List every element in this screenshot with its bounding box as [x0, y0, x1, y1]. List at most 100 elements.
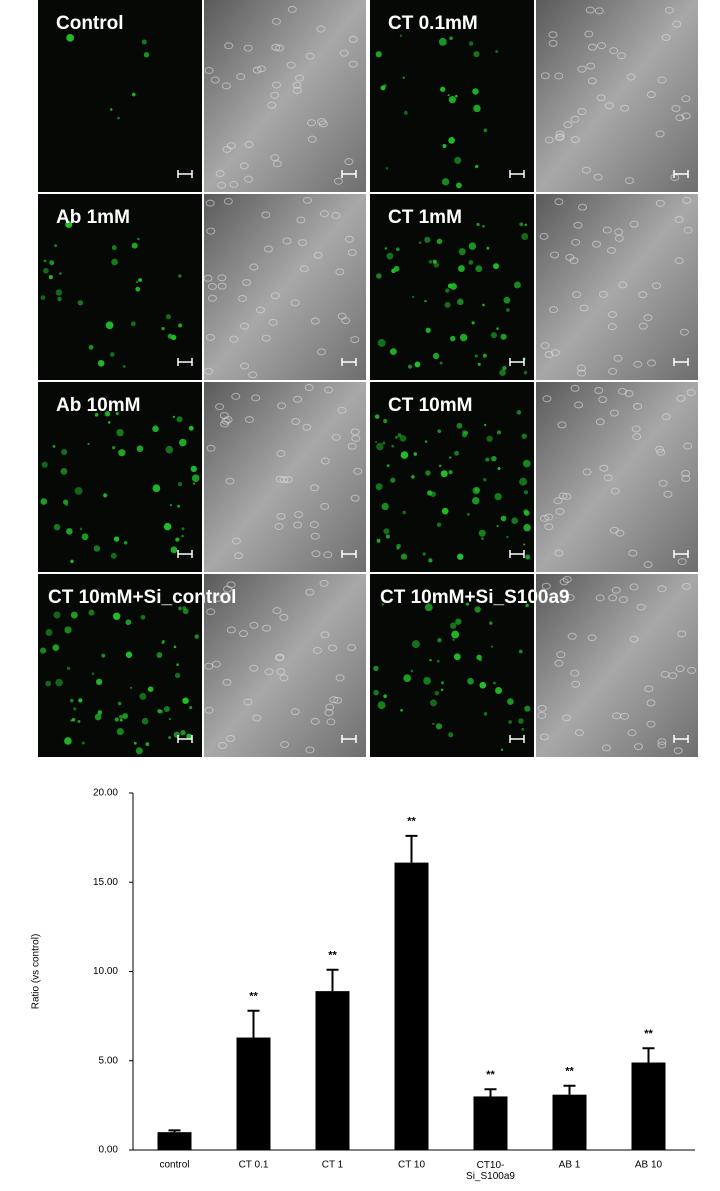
dic-cell: [313, 646, 323, 654]
cell-signal: [483, 712, 488, 716]
dic-cell: [348, 35, 358, 43]
bar: [631, 1062, 666, 1150]
cell-signal: [521, 233, 529, 241]
dic-cell: [585, 6, 595, 14]
dic-cell: [276, 668, 286, 676]
cell-signal: [173, 645, 177, 649]
cell-signal: [165, 314, 172, 320]
cell-signal: [508, 720, 512, 724]
significance: **: [328, 950, 337, 962]
fluorescence-image: [38, 382, 202, 572]
dic-cell: [593, 173, 603, 181]
dic-cell: [271, 43, 281, 51]
error-bar: [247, 1009, 260, 1038]
cell-signal: [453, 653, 461, 661]
dic-cell: [657, 76, 667, 84]
cell-signal: [495, 686, 503, 695]
dic-cell: [658, 479, 668, 487]
cell-signal: [177, 482, 183, 487]
cell-signal: [491, 645, 494, 648]
dic-cell: [299, 265, 309, 273]
dic-cell: [577, 65, 587, 73]
dic-cell: [347, 644, 357, 652]
cell-signal: [423, 676, 431, 685]
dic-cell: [229, 180, 239, 188]
cell-signal: [440, 86, 446, 92]
dic-cell: [550, 251, 560, 259]
dic-cell: [629, 583, 639, 591]
cell-signal: [87, 442, 90, 445]
dic-cell: [252, 66, 262, 74]
cell-signal: [40, 295, 46, 300]
dic-cell: [559, 578, 569, 586]
dic-cell: [544, 136, 554, 144]
dic-cell: [629, 635, 639, 643]
dic-cell: [239, 322, 249, 330]
dic-cell: [274, 522, 284, 530]
dic-cell: [255, 306, 265, 314]
cell-signal: [178, 274, 182, 278]
cell-signal: [399, 34, 403, 38]
dic-cell: [226, 581, 236, 589]
cell-signal: [168, 736, 172, 740]
dic-cell: [320, 457, 330, 465]
cell-signal: [452, 638, 455, 641]
cell-signal: [440, 688, 444, 692]
significance: **: [407, 816, 416, 828]
dic-cell: [204, 706, 214, 714]
cell-signal: [54, 244, 58, 248]
cell-signal: [523, 543, 526, 546]
dic-cell: [555, 508, 565, 516]
cell-signal: [375, 483, 383, 491]
dic-cell: [206, 227, 216, 235]
cell-signal: [483, 128, 488, 133]
cell-signal: [101, 653, 106, 658]
dic-cell: [618, 596, 628, 604]
cell-signal: [414, 361, 421, 368]
dic-cell: [655, 445, 665, 453]
cell-signal: [438, 37, 447, 46]
dic-cell: [571, 680, 581, 688]
cell-signal: [136, 445, 144, 453]
dic-cell: [596, 94, 606, 102]
dic-cell: [270, 91, 280, 99]
dic-cell: [331, 212, 341, 220]
cell-signal: [471, 496, 480, 505]
dic-cell: [628, 549, 638, 557]
cell-signal: [104, 411, 111, 417]
dic-cell: [261, 211, 271, 219]
cell-signal: [482, 303, 485, 307]
dic-cell: [310, 484, 320, 492]
cell-signal: [116, 728, 124, 736]
cell-signal: [70, 611, 78, 619]
dic-cell: [270, 292, 280, 300]
dic-cell: [657, 585, 667, 593]
dic-cell: [603, 474, 613, 482]
cell-signal: [180, 730, 186, 736]
dic-cell: [221, 82, 231, 90]
cell-signal: [105, 321, 114, 330]
cell-signal: [181, 534, 184, 538]
cell-signal: [190, 465, 197, 473]
error-bar: [405, 834, 418, 863]
dic-cell: [587, 43, 597, 51]
dic-cell: [310, 317, 320, 325]
cell-signal: [438, 464, 442, 468]
dic-cell: [280, 741, 290, 749]
cell-signal: [436, 238, 443, 245]
dic-cell: [579, 304, 589, 312]
cell-signal: [53, 611, 61, 619]
cell-signal: [55, 289, 63, 296]
dic-cell: [587, 634, 597, 642]
dic-cell: [574, 401, 584, 409]
cell-signal: [483, 477, 487, 482]
cell-signal: [141, 717, 149, 725]
cell-signal: [454, 450, 459, 456]
dic-cell: [344, 235, 354, 243]
panel-label: Ab 1mM: [56, 207, 130, 228]
dic-cell: [279, 613, 289, 621]
cell-signal: [491, 455, 497, 462]
dic-cell: [540, 72, 550, 80]
dic-cell: [347, 248, 357, 256]
dic-cell: [206, 608, 216, 616]
